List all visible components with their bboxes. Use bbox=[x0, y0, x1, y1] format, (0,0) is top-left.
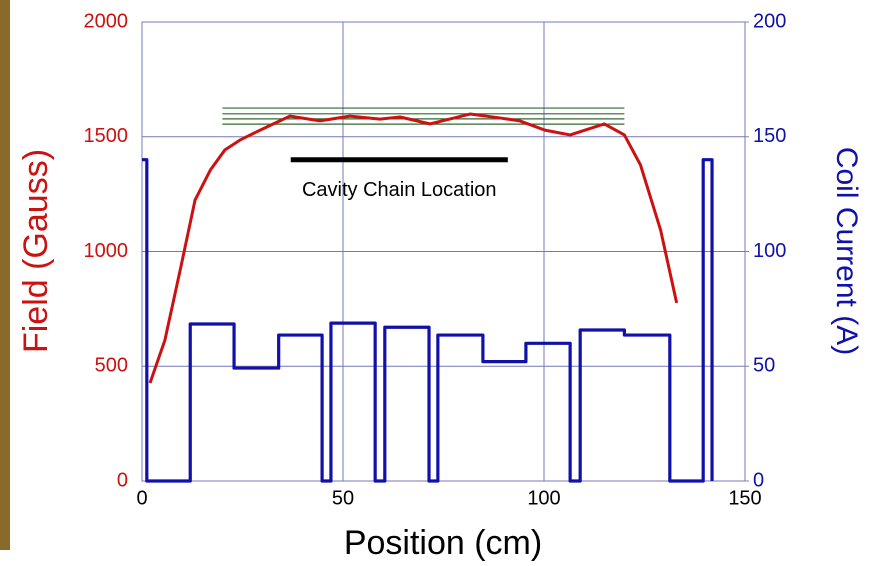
annotation: Cavity Chain Location bbox=[302, 179, 497, 201]
y-tick-label: 1500 bbox=[84, 125, 129, 147]
y2-axis-label: Coil Current (A) bbox=[830, 147, 863, 355]
y2-tick-label: 100 bbox=[753, 240, 786, 262]
y-tick-label: 2000 bbox=[84, 10, 129, 32]
y-axis-label: Field (Gauss) bbox=[17, 149, 55, 353]
photo-edge bbox=[0, 0, 10, 550]
x-tick-label: 50 bbox=[332, 487, 354, 509]
y-tick-label: 500 bbox=[95, 355, 128, 377]
x-tick-label: 0 bbox=[136, 487, 147, 509]
x-tick-label: 150 bbox=[728, 487, 761, 509]
x-tick-label: 100 bbox=[527, 487, 560, 509]
series-line bbox=[142, 158, 714, 483]
y2-tick-label: 150 bbox=[753, 125, 786, 147]
y-tick-label: 0 bbox=[117, 469, 128, 491]
y2-tick-label: 50 bbox=[753, 355, 775, 377]
series-line bbox=[148, 112, 679, 384]
y2-tick-label: 200 bbox=[753, 10, 786, 32]
x-axis-label: Position (cm) bbox=[344, 524, 542, 562]
y2-tick-label: 0 bbox=[753, 469, 764, 491]
y-tick-label: 1000 bbox=[84, 240, 129, 262]
